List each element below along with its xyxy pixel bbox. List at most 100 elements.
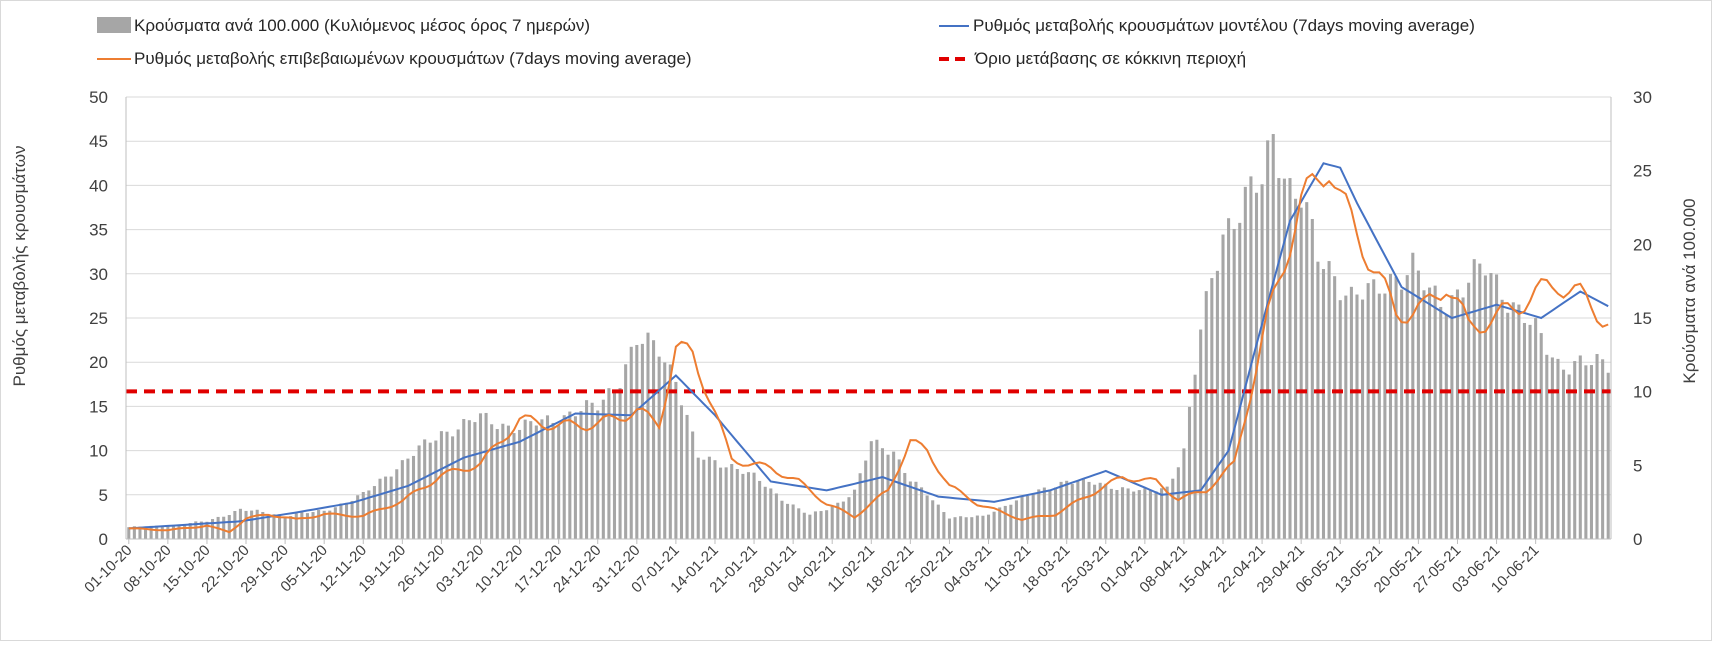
bar	[227, 515, 231, 539]
bar	[635, 344, 639, 539]
bar	[847, 497, 851, 539]
bar	[478, 413, 483, 539]
bar	[746, 472, 751, 539]
bar	[942, 512, 946, 539]
bar	[1450, 295, 1454, 539]
bar	[322, 510, 326, 539]
bar	[551, 422, 555, 539]
bar	[612, 390, 617, 539]
bar	[1221, 234, 1225, 539]
bar	[998, 507, 1002, 539]
bar	[1115, 490, 1119, 539]
bar	[1511, 302, 1515, 539]
bar	[289, 516, 293, 539]
bar	[1199, 329, 1203, 539]
bar	[406, 458, 410, 539]
bar	[1187, 406, 1192, 539]
bar	[668, 364, 672, 539]
bar	[529, 421, 533, 539]
bar	[1556, 358, 1560, 539]
bar	[646, 332, 650, 539]
bar	[590, 402, 594, 539]
bar	[886, 454, 890, 539]
bar	[607, 388, 611, 539]
bar	[1310, 218, 1314, 539]
bar	[1299, 207, 1303, 540]
bar	[462, 419, 466, 539]
bar	[1020, 496, 1024, 539]
bar	[652, 340, 656, 539]
bar	[741, 473, 745, 539]
bar	[1087, 481, 1091, 539]
bar	[266, 514, 270, 539]
bar	[1444, 315, 1448, 539]
bar	[194, 521, 198, 539]
bar	[786, 503, 790, 539]
ytick-left-label: 10	[89, 442, 108, 461]
ytick-left-label: 20	[89, 353, 108, 372]
bar	[702, 459, 706, 539]
bar	[953, 517, 957, 539]
bar	[830, 506, 834, 539]
bar	[1327, 261, 1331, 539]
bar	[696, 457, 700, 539]
bar	[763, 486, 767, 539]
bar	[1377, 293, 1381, 539]
bar	[1160, 488, 1164, 539]
bar	[138, 526, 142, 539]
ytick-left-label: 30	[89, 265, 108, 284]
bar	[1109, 488, 1113, 539]
bar	[423, 439, 427, 539]
bar	[663, 362, 667, 539]
bar	[1014, 500, 1018, 539]
bar	[1282, 178, 1286, 539]
legend-label-threshold: Όριο μετάβασης σε κόκκινη περιοχή	[974, 49, 1246, 68]
ytick-left-label: 0	[99, 530, 108, 549]
ytick-right-label: 30	[1633, 88, 1652, 107]
bar	[1562, 369, 1566, 539]
bar	[1271, 134, 1275, 540]
bar	[277, 514, 282, 539]
bar	[160, 526, 164, 539]
bar	[1534, 318, 1538, 539]
bar	[344, 502, 349, 539]
bar	[1037, 489, 1041, 539]
bar	[1048, 489, 1052, 539]
bar	[869, 441, 873, 539]
bar	[970, 517, 974, 539]
bar	[1227, 218, 1231, 539]
bar	[858, 473, 862, 539]
bar	[1266, 140, 1270, 539]
bar	[853, 489, 857, 539]
bar	[568, 411, 572, 539]
axes	[125, 97, 1612, 544]
bar	[417, 445, 421, 539]
bar	[797, 508, 801, 539]
ytick-right-label: 20	[1633, 235, 1652, 254]
bar	[557, 425, 561, 539]
bar	[317, 510, 321, 539]
bar	[674, 381, 678, 539]
bar	[305, 513, 309, 539]
bar	[1528, 324, 1532, 539]
bar	[261, 511, 265, 539]
bar	[127, 527, 131, 539]
bar	[875, 439, 879, 539]
legend-label-confirmed: Ρυθμός μεταβολής επιβεβαιωμένων κρουσμάτ…	[134, 49, 692, 68]
confirmed-rate-line	[128, 172, 1609, 534]
bar	[1372, 279, 1376, 539]
bar	[730, 464, 734, 539]
bar	[1383, 293, 1387, 539]
ytick-left-label: 50	[89, 88, 108, 107]
bar	[1171, 478, 1175, 539]
ytick-right-label: 5	[1633, 456, 1642, 475]
bar	[132, 526, 136, 539]
bar	[841, 501, 845, 539]
bar	[707, 456, 711, 539]
ytick-right-label: 10	[1633, 383, 1652, 402]
bar	[562, 415, 566, 539]
bar	[629, 346, 633, 539]
bar	[986, 514, 991, 539]
bar	[183, 524, 187, 539]
ytick-left-label: 45	[89, 132, 108, 151]
